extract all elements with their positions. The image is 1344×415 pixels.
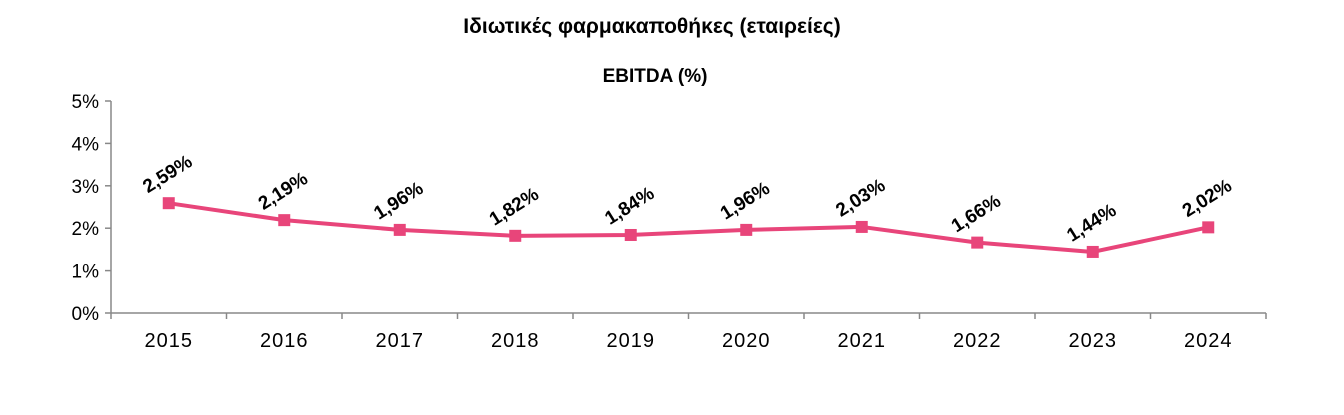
chart-title: EBITDA (%) [603, 66, 708, 87]
data-point [162, 197, 175, 210]
y-tick-label: 3% [72, 177, 100, 198]
x-tick-label: 2023 [1069, 330, 1118, 352]
y-tick-label: 5% [72, 92, 100, 113]
x-tick-label: 2018 [491, 330, 540, 352]
data-label: 1,44% [1063, 200, 1120, 246]
y-tick-label: 0% [72, 304, 100, 325]
x-tick-label: 2021 [838, 330, 887, 352]
data-point [971, 236, 984, 249]
data-label: 1,96% [717, 178, 774, 224]
x-tick-label: 2022 [953, 330, 1002, 352]
x-tick-label: 2024 [1184, 330, 1233, 352]
axes: 0% 1% 2% 3% 4% 5% 2015 2016 2017 2018 2019 2020 2021… [72, 92, 1267, 352]
y-tick-label: 1% [72, 262, 100, 283]
data-point [1202, 221, 1215, 234]
data-label: 1,82% [486, 184, 543, 230]
data-point [624, 228, 637, 241]
data-point [278, 214, 291, 227]
x-tick-label: 2017 [376, 330, 425, 352]
data-point [1086, 245, 1099, 258]
series-layer: 2,59% 2,19% 1,96% 1,82% 1,84% 1,96% 2,03% 1,66%… [139, 151, 1236, 258]
page-title: Ιδιωτικές φαρμακαποθήκες (εταιρείες) [463, 15, 840, 38]
x-tick-label: 2016 [260, 330, 309, 352]
data-point [393, 223, 406, 236]
data-label: 1,84% [601, 183, 658, 229]
x-tick-label: 2019 [607, 330, 656, 352]
series-line [168, 201, 1209, 254]
x-tick-label: 2020 [722, 330, 771, 352]
data-label: 2,03% [832, 175, 889, 221]
data-label: 2,59% [139, 151, 196, 197]
data-label: 2,02% [1179, 175, 1236, 221]
data-point [509, 229, 522, 242]
data-point [855, 220, 868, 233]
y-tick-label: 2% [72, 219, 100, 240]
data-point [740, 223, 753, 236]
data-label: 2,19% [255, 168, 312, 214]
y-tick-label: 4% [72, 134, 100, 155]
data-label: 1,66% [948, 191, 1005, 237]
x-tick-label: 2015 [145, 330, 194, 352]
data-label: 1,96% [370, 178, 427, 224]
